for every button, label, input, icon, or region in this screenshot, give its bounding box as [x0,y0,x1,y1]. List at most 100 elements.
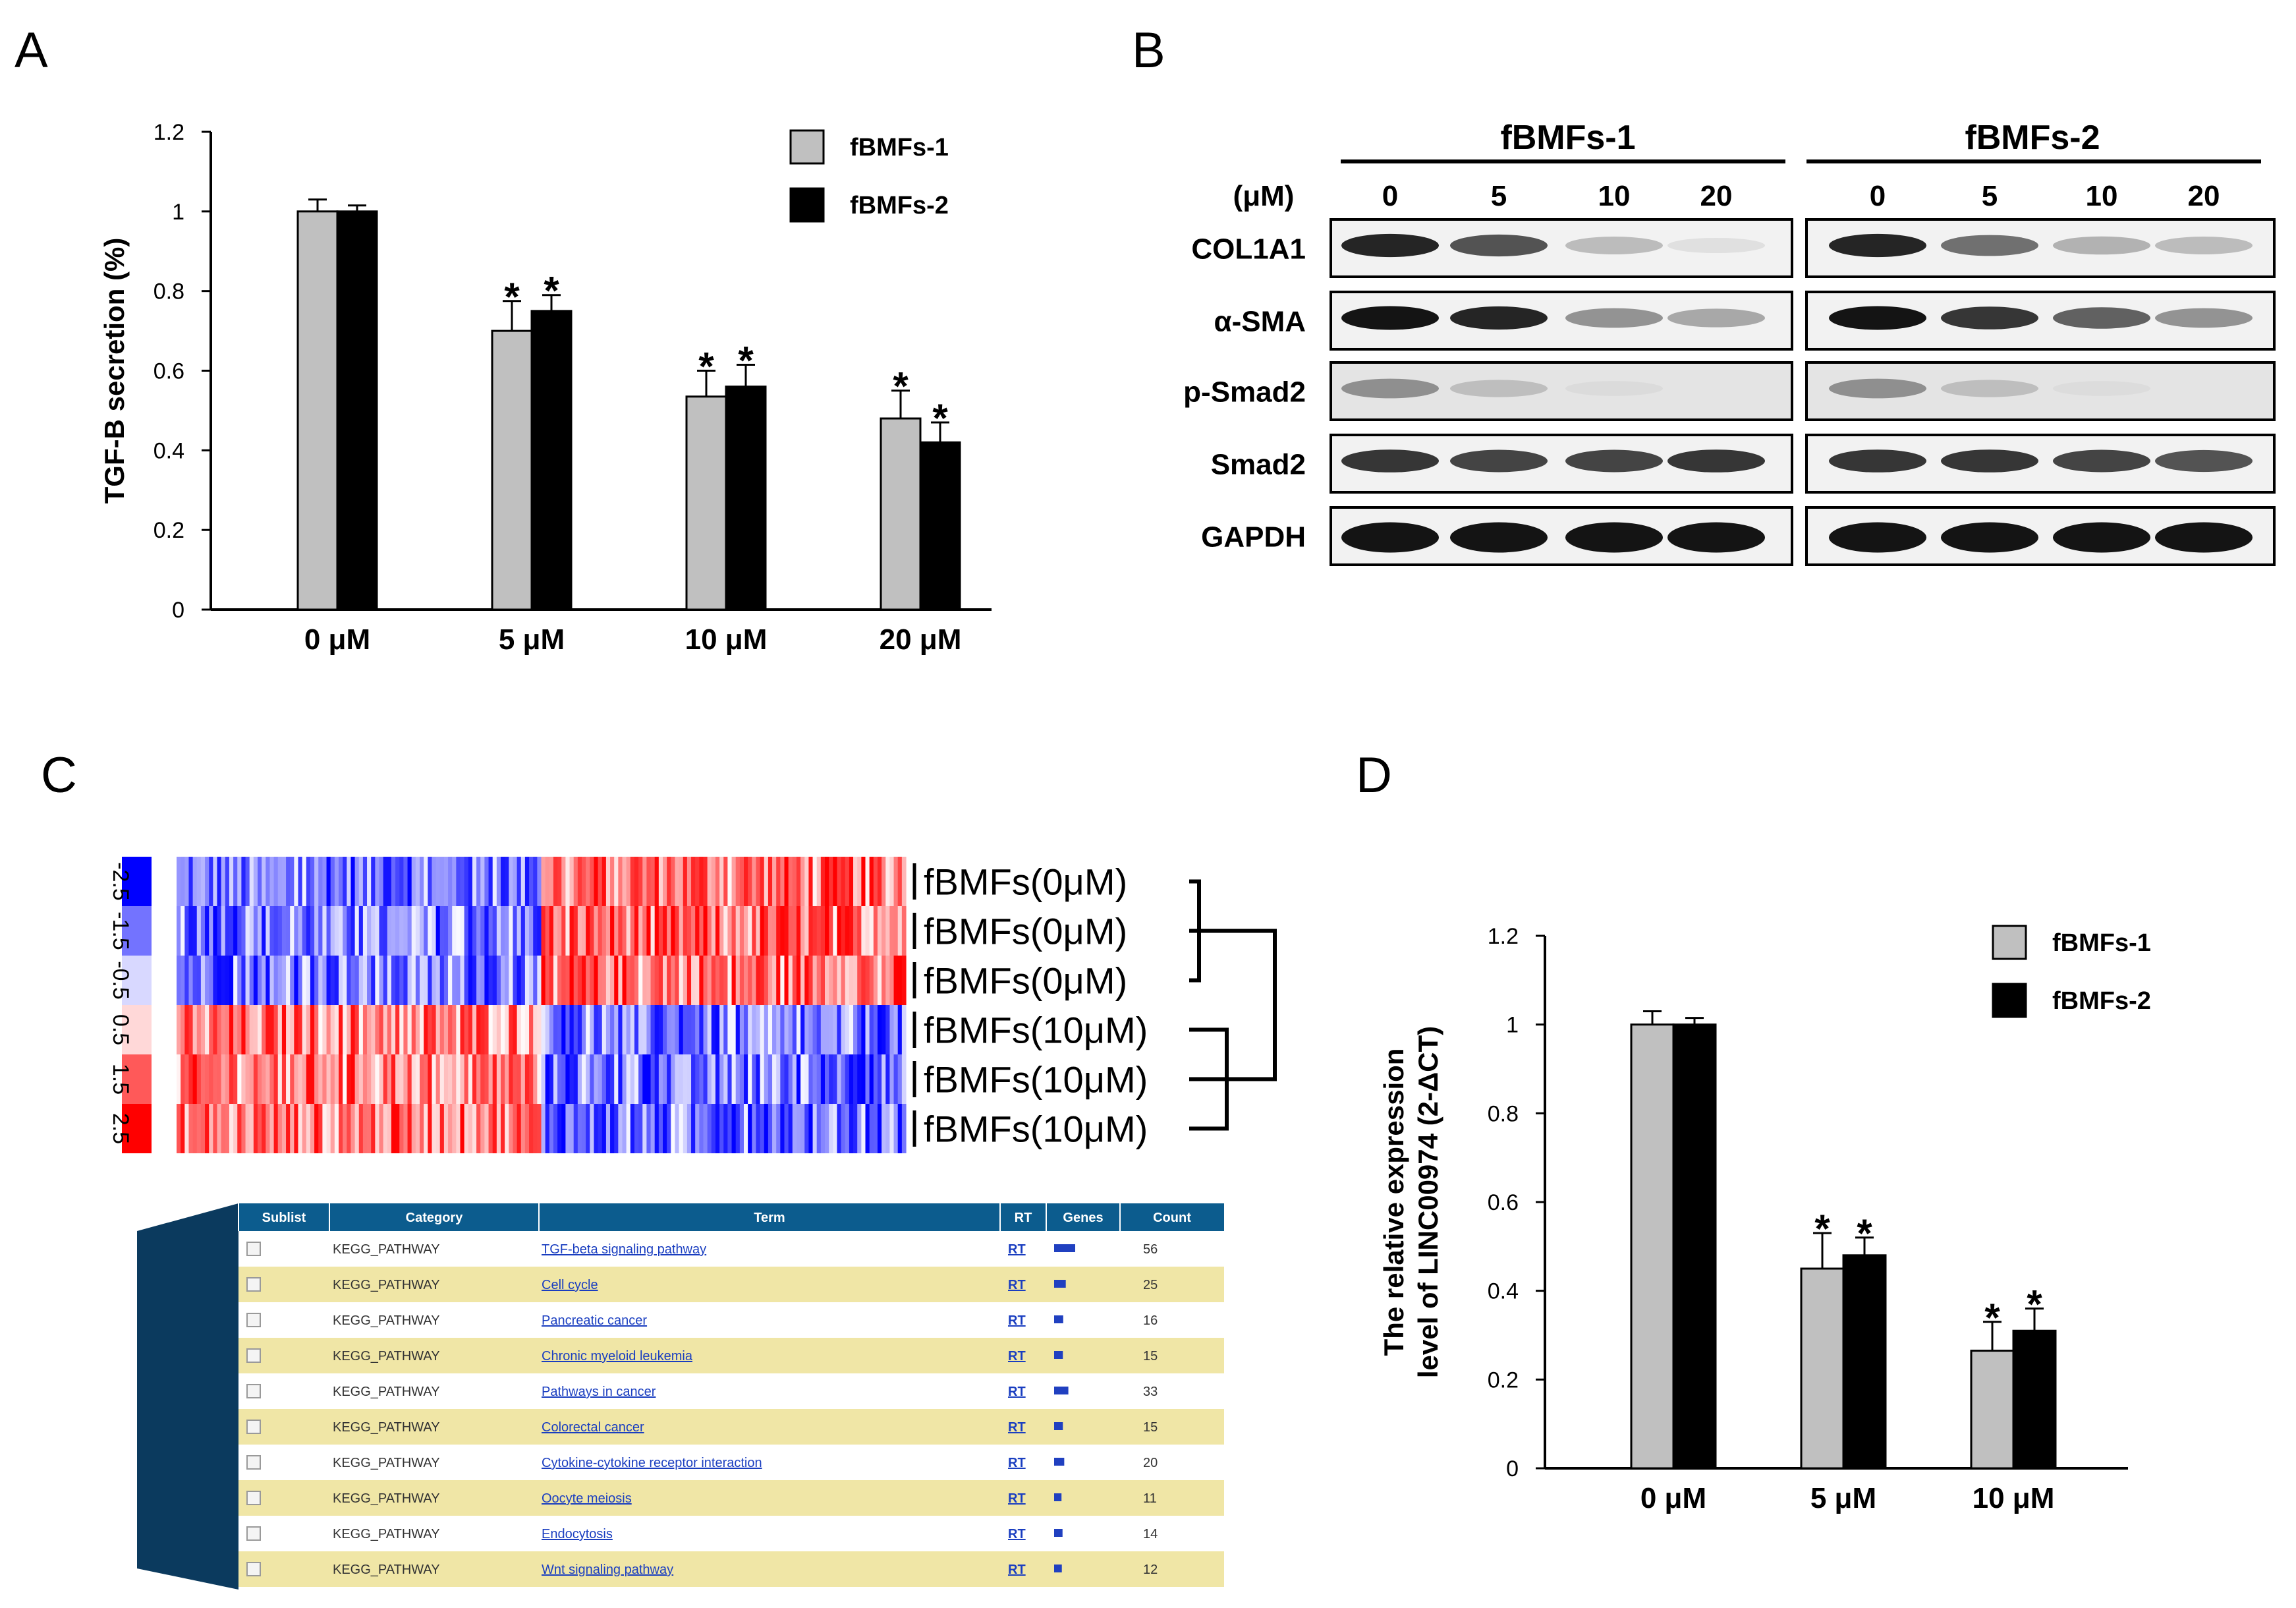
heatmap-cell [869,956,874,1005]
heatmap-cell [460,1005,465,1054]
table-cell-genes-bar[interactable] [1054,1387,1069,1394]
table-cell-count: 33 [1143,1385,1158,1399]
heatmap-cell [618,956,623,1005]
table-row-checkbox[interactable] [246,1242,261,1256]
table-cell-rt-link[interactable]: RT [1008,1456,1026,1470]
heatmap-cell [517,1104,522,1153]
heatmap-cell [796,1054,801,1104]
heatmap-cell [350,1005,356,1054]
heatmap-cell [391,1104,396,1153]
heatmap-cell [744,857,748,906]
table-row-checkbox[interactable] [246,1526,261,1541]
heatmap-cell [192,857,198,906]
heatmap-cell [541,1104,546,1153]
table-cell-genes-bar[interactable] [1054,1458,1065,1466]
table-cell-rt-link[interactable]: RT [1008,1242,1026,1257]
heatmap-cell [326,1005,331,1054]
heatmap-cell [524,1104,530,1153]
heatmap-cell [861,1054,866,1104]
table-cell-rt-link[interactable]: RT [1008,1420,1026,1435]
table-cell-genes-bar[interactable] [1054,1565,1062,1572]
table-cell-term-link[interactable]: TGF-beta signaling pathway [542,1242,706,1257]
heatmap-cell [553,857,558,906]
heatmap-cell [273,1104,279,1153]
table-cell-rt-link[interactable]: RT [1008,1385,1026,1399]
heatmap-cell [286,857,291,906]
heatmap-cell [901,1005,907,1054]
heatmap-cell [529,1005,534,1054]
heatmap-cell [841,857,846,906]
heatmap-cell [808,906,814,956]
heatmap-cell [744,906,748,956]
table-cell-genes-bar[interactable] [1054,1493,1062,1501]
table-cell-genes-bar[interactable] [1054,1351,1063,1359]
chart-a-legend-swatch [789,187,825,223]
table-row-checkbox[interactable] [246,1384,261,1398]
table-cell-term-link[interactable]: Oocyte meiosis [542,1491,632,1506]
heatmap-cell [739,906,744,956]
chart-a-bar-fbmfs-1 [491,330,533,611]
table-cell-term-link[interactable]: Endocytosis [542,1527,613,1541]
heatmap-cell [829,1104,833,1153]
table-cell-rt-link[interactable]: RT [1008,1491,1026,1506]
table-cell-rt-link[interactable]: RT [1008,1563,1026,1577]
heatmap-cell [371,906,376,956]
heatmap-cell [310,1005,315,1054]
table-cell-rt-link[interactable]: RT [1008,1349,1026,1364]
heatmap-cell [614,956,619,1005]
table-cell-rt-link[interactable]: RT [1008,1313,1026,1328]
heatmap-cell [505,857,509,906]
table-header-cell: Sublist [262,1211,306,1225]
heatmap-cell [387,1104,392,1153]
heatmap-cell [638,1104,643,1153]
heatmap-cell [456,956,461,1005]
table-row-checkbox[interactable] [246,1455,261,1470]
table-row-checkbox[interactable] [246,1313,261,1327]
heatmap-cell [456,906,461,956]
table-cell-term-link[interactable]: Cell cycle [542,1278,598,1292]
table-cell-genes-bar[interactable] [1054,1244,1075,1252]
table-cell-genes-bar[interactable] [1054,1280,1066,1288]
wb-band [1667,522,1765,553]
heatmap-cell [901,906,907,956]
heatmap-cell [630,857,635,906]
heatmap-cell [403,1054,408,1104]
heatmap-cell [683,1104,688,1153]
table-cell-term-link[interactable]: Colorectal cancer [542,1420,644,1435]
table-row-checkbox[interactable] [246,1562,261,1576]
heatmap-cell [184,1054,190,1104]
heatmap-cell [626,1005,631,1054]
heatmap-cell [582,956,586,1005]
table-cell-genes-bar[interactable] [1054,1422,1063,1430]
heatmap-cell [347,857,352,906]
table-cell-count: 56 [1143,1242,1158,1257]
heatmap-cell [837,1005,842,1054]
table-cell-genes-bar[interactable] [1054,1529,1063,1537]
table-cell-term-link[interactable]: Cytokine-cytokine receptor interaction [542,1456,762,1470]
heatmap-cell [188,1054,194,1104]
table-row-checkbox[interactable] [246,1348,261,1363]
heatmap-cell [188,906,194,956]
table-row-checkbox[interactable] [246,1420,261,1434]
heatmap-cell [520,1104,526,1153]
heatmap-scale-swatch [122,956,152,1005]
table-cell-term-link[interactable]: Chronic myeloid leukemia [542,1349,693,1364]
heatmap-cell [420,1054,424,1104]
table-cell-term-link[interactable]: Pancreatic cancer [542,1313,647,1328]
heatmap-cell [407,1054,412,1104]
heatmap-cell [322,857,327,906]
table-cell-rt-link[interactable]: RT [1008,1278,1026,1292]
table-cell-genes-bar[interactable] [1054,1315,1063,1323]
table-row-checkbox[interactable] [246,1491,261,1505]
table-cell-rt-link[interactable]: RT [1008,1527,1026,1541]
table-cell-term-link[interactable]: Wnt signaling pathway [542,1563,673,1577]
table-row-checkbox[interactable] [246,1277,261,1292]
heatmap-cell [501,1054,505,1104]
table-cell-term-link[interactable]: Pathways in cancer [542,1385,656,1399]
heatmap-cell [245,1005,250,1054]
table-cell-count: 15 [1143,1420,1158,1435]
heatmap-cell [258,906,262,956]
heatmap-cell [642,857,647,906]
heatmap-cell [727,1104,733,1153]
heatmap-cell [853,1054,858,1104]
